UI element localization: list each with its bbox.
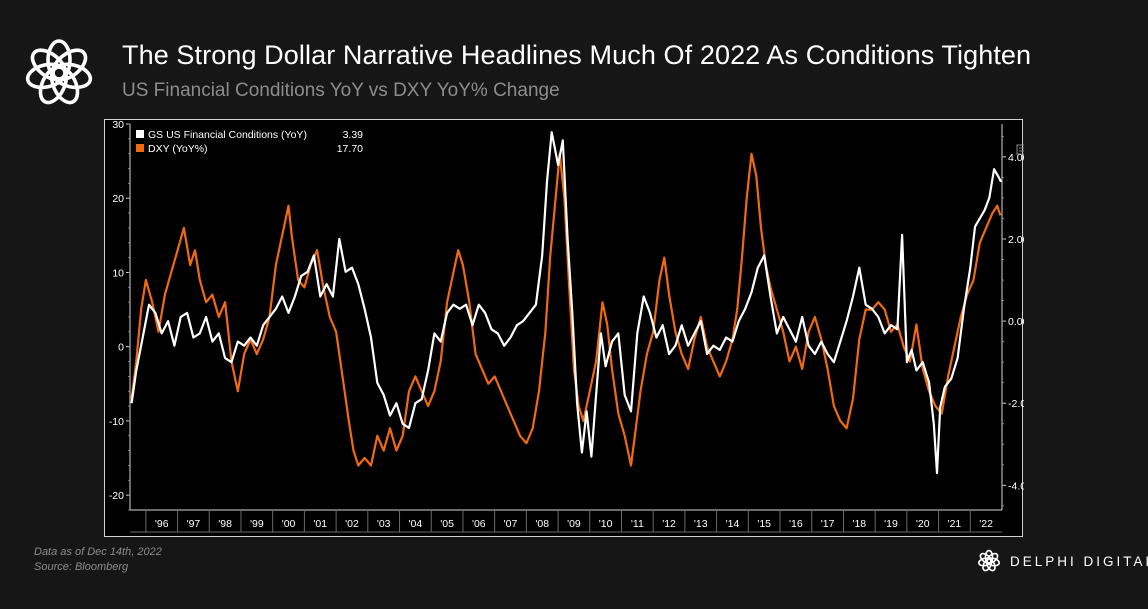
- chart-legend: GS US Financial Conditions (YoY) 3.39 DXY …: [133, 126, 365, 158]
- legend-value: 17.70: [337, 143, 363, 155]
- x-tick-label: '05: [440, 518, 454, 530]
- x-tick-label: '02: [345, 518, 359, 530]
- x-tick-label: '04: [409, 518, 423, 530]
- x-tick-label: '08: [535, 518, 549, 530]
- y-right-tick-label: -2.00: [1008, 398, 1024, 410]
- x-tick-label: '98: [218, 518, 232, 530]
- x-tick-label: '15: [757, 518, 771, 530]
- dxy-series-line: [130, 152, 1002, 467]
- line-chart: 30 20 10 0 -10 -20 4.00 2.00 0.00 -2.00 -4.00 '96 '9…: [109, 120, 1024, 533]
- y-left-tick-label: 30: [112, 120, 124, 131]
- x-tick-label: '22: [979, 518, 993, 530]
- x-tick-label: '96: [155, 518, 169, 530]
- x-tick-label: '06: [472, 518, 486, 530]
- x-tick-label: '21: [948, 518, 962, 530]
- legend-value: 3.39: [343, 129, 364, 141]
- x-tick-label: '12: [662, 518, 676, 530]
- delphi-logo-icon: [25, 39, 93, 105]
- delphi-brand-icon: [978, 549, 1000, 572]
- x-tick-label: '10: [599, 518, 613, 530]
- x-tick-label: '03: [377, 518, 391, 530]
- x-tick-label: '13: [694, 518, 708, 530]
- chart-panel: 30 20 10 0 -10 -20 4.00 2.00 0.00 -2.00 -4.00 '96 '9…: [104, 119, 1024, 537]
- x-tick-label: '20: [916, 518, 930, 530]
- x-tick-label: '19: [884, 518, 898, 530]
- y-left-tick-label: -10: [109, 416, 124, 428]
- data-date-note: Data as of Dec 14th, 2022: [34, 546, 162, 558]
- x-tick-label: '18: [852, 518, 866, 530]
- x-tick-label: '11: [631, 518, 644, 530]
- legend-label: DXY (YoY%): [148, 143, 208, 155]
- x-tick-label: '07: [504, 518, 518, 530]
- y-left-tick-label: 20: [112, 193, 124, 205]
- chart-menu-icon[interactable]: [1016, 144, 1024, 155]
- x-tick-label: '97: [187, 518, 201, 530]
- y-left-tick-label: -20: [109, 490, 124, 502]
- page-title: The Strong Dollar Narrative Headlines Mu…: [122, 40, 1032, 70]
- x-tick-label: '14: [726, 518, 740, 530]
- x-tick-label: '99: [250, 518, 264, 530]
- x-tick-label: '17: [821, 518, 835, 530]
- y-left-tick-label: 0: [118, 342, 124, 354]
- x-tick-label: '09: [567, 518, 581, 530]
- y-right-tick-label: 0.00: [1008, 316, 1024, 328]
- source-note: Source: Bloomberg: [34, 561, 129, 573]
- legend-background: [133, 126, 365, 158]
- page-subtitle: US Financial Conditions YoY vs DXY YoY% …: [122, 80, 560, 101]
- x-tick-label: '01: [313, 518, 327, 530]
- brand-name: DELPHI DIGITAL: [1010, 553, 1148, 569]
- y-right-tick-label: 2.00: [1008, 234, 1024, 246]
- legend-swatch: [136, 130, 144, 138]
- x-tick-label: '00: [282, 518, 296, 530]
- y-right-tick-label: -4.00: [1008, 480, 1024, 492]
- y-right-tick-label: 4.00: [1008, 152, 1024, 164]
- y-left-tick-label: 10: [112, 267, 124, 279]
- legend-swatch: [136, 144, 144, 152]
- x-tick-label: '16: [789, 518, 803, 530]
- fci-series-line: [130, 131, 1002, 475]
- brand: DELPHI DIGITAL: [977, 548, 1148, 574]
- legend-label: GS US Financial Conditions (YoY): [148, 129, 307, 141]
